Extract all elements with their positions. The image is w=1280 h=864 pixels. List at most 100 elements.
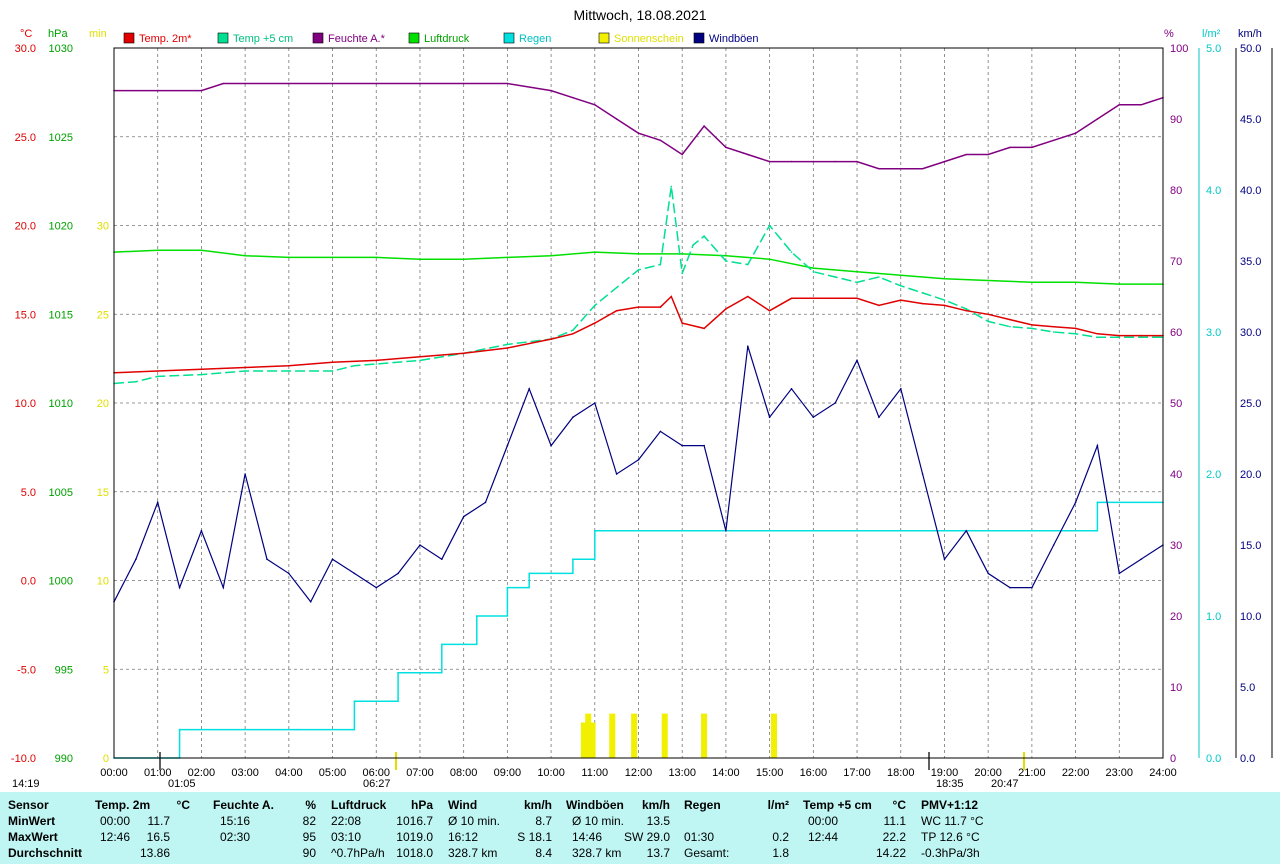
cell-time-rain: 01:30	[684, 830, 715, 844]
data-point-temp-2m	[244, 366, 246, 369]
cell-time-gust: Ø 10 min.	[572, 814, 625, 828]
humidity-tick-label: 80	[1170, 185, 1182, 197]
legend-swatch-5	[598, 32, 610, 44]
data-point-temp-5-cm	[921, 292, 924, 294]
data-point-windb-en	[156, 501, 159, 504]
data-point-temp-2m	[419, 356, 421, 358]
data-point-temp-5-cm	[725, 260, 727, 262]
data-point-temp-2m	[200, 368, 203, 371]
legend-label-2: Feuchte A.*	[328, 33, 386, 45]
data-point-windb-en	[878, 416, 880, 419]
data-point-luftdruck	[375, 256, 378, 259]
data-point-windb-en	[1074, 501, 1077, 504]
data-point-temp-2m	[1096, 333, 1099, 335]
data-point-temp-2m	[1052, 325, 1055, 328]
x-tick-label: 20:00	[974, 767, 1002, 779]
x-tick-label: 14:00	[712, 767, 740, 779]
data-point-windb-en	[834, 402, 836, 404]
data-point-windb-en	[528, 388, 530, 390]
data-point-luftdruck	[943, 277, 946, 280]
data-point-regen	[506, 586, 509, 589]
data-point-temp-5-cm	[670, 185, 673, 188]
data-point-temp-2m	[615, 309, 618, 312]
data-point-feuchte-a	[1118, 104, 1121, 106]
cell-value-gust: SW 29.0	[623, 830, 670, 844]
series-line-feuchte-a	[114, 82, 1164, 170]
sun-bar	[589, 722, 596, 758]
cell-value-rain: 0.2	[772, 830, 789, 844]
humidity-tick-label: 100	[1170, 43, 1188, 55]
data-point-windb-en	[397, 572, 399, 575]
data-point-luftdruck	[768, 258, 771, 261]
data-point-feuchte-a	[681, 153, 683, 156]
data-point-feuchte-a	[288, 82, 290, 85]
data-point-feuchte-a	[615, 118, 618, 120]
sun-tick-label: 20	[97, 398, 109, 410]
header-hum: Feuchte A.	[213, 798, 274, 812]
data-point-feuchte-a	[1052, 139, 1055, 142]
temp-tick-label: 5.0	[21, 487, 36, 499]
wind-tick-label: 5.0	[1240, 682, 1255, 694]
data-point-feuchte-a	[572, 96, 574, 99]
data-point-temp-5-cm	[900, 285, 902, 287]
data-point-windb-en	[550, 444, 552, 447]
x-tick-label: 10:00	[537, 767, 565, 779]
wind-tick-label: 25.0	[1240, 398, 1261, 410]
data-point-regen	[353, 700, 356, 702]
chart-title: Mittwoch, 18.08.2021	[573, 7, 706, 23]
header-unit-press: hPa	[410, 798, 433, 812]
x-tick-label: 06:00	[362, 767, 390, 779]
data-point-temp-2m	[659, 306, 662, 308]
series-line-luftdruck	[113, 249, 1163, 285]
data-point-luftdruck	[200, 249, 203, 252]
data-point-temp-5-cm	[692, 244, 694, 246]
data-point-temp-5-cm	[615, 286, 618, 289]
data-point-luftdruck	[681, 253, 683, 255]
data-point-luftdruck	[900, 274, 902, 277]
data-point-temp-5-cm	[1052, 331, 1055, 333]
temp-tick-label: -10.0	[11, 753, 36, 765]
legend: Temp. 2m* Temp +5 cm Feuchte A.* Luftdruck R…	[123, 32, 759, 45]
header-rain: Regen	[684, 798, 721, 812]
legend-swatch-0	[123, 32, 135, 44]
humidity-tick-label: 20	[1170, 611, 1182, 623]
header-unit-gust: km/h	[641, 798, 670, 812]
cell-time-temp: 12:46	[100, 830, 131, 844]
data-point-temp-2m	[725, 308, 727, 310]
x-tick-label: 00:00	[100, 767, 128, 779]
data-point-temp-5-cm	[987, 320, 989, 323]
data-point-temp-2m	[878, 304, 880, 307]
data-point-feuchte-a	[965, 153, 968, 156]
sun-tick-label: 0	[103, 753, 109, 765]
header-press: Luftdruck	[331, 798, 387, 812]
data-point-temp-5-cm	[244, 370, 246, 372]
data-point-feuchte-a	[200, 89, 203, 92]
legend-swatch-3	[408, 32, 420, 44]
data-point-luftdruck	[1118, 283, 1121, 285]
rain-tick-label: 1.0	[1206, 611, 1221, 623]
cell-time-gust: 328.7 km	[572, 846, 622, 860]
data-point-temp-5-cm	[1031, 327, 1033, 330]
humidity-tick-label: 50	[1170, 398, 1182, 410]
stats-columns: Temp. 2m °C 00:00 11.7 12:46 16.5 13.86 Feuchte…	[0, 792, 1280, 864]
data-point-windb-en	[987, 572, 989, 575]
data-point-windb-en	[441, 558, 443, 560]
wind-tick-label: 35.0	[1240, 256, 1261, 268]
marker-label-2: 06:27	[363, 778, 391, 790]
data-point-feuchte-a	[856, 160, 858, 163]
data-point-feuchte-a	[462, 82, 465, 85]
x-tick-label: 04:00	[275, 767, 303, 779]
data-point-regen	[296, 728, 299, 731]
data-point-temp-2m	[900, 299, 902, 301]
data-point-temp-5-cm	[965, 308, 968, 310]
x-axis-ticks: 00:00 01:00 02:00 03:00 04:00 05:00 06:00 07:00…	[100, 767, 1177, 779]
weather-chart: Mittwoch, 18.08.2021 Temp. 2m* Temp +5 cm…	[11, 7, 1273, 790]
rain-tick-label: 4.0	[1206, 185, 1221, 197]
data-point-windb-en	[244, 473, 246, 475]
axis-unit-sun: min	[89, 28, 107, 40]
cell-time-press: 22:08	[331, 814, 362, 828]
data-point-feuchte-a	[1140, 104, 1142, 106]
data-point-feuchte-a	[834, 160, 836, 163]
data-point-regen	[572, 558, 574, 560]
data-point-feuchte-a	[812, 160, 815, 163]
